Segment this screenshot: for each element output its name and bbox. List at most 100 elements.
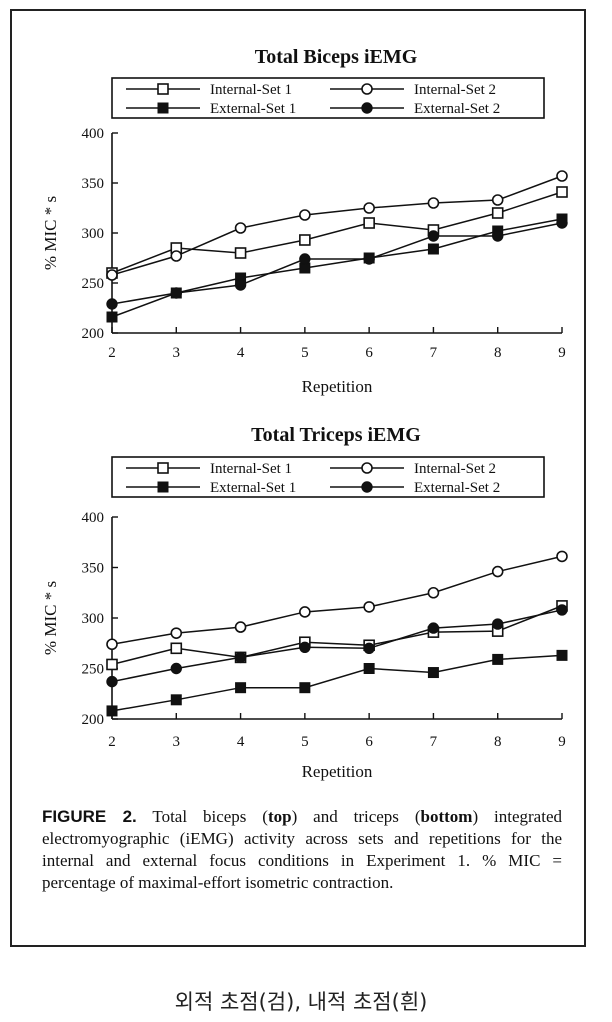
legend-marker-biceps-0 xyxy=(157,83,169,95)
legend-triceps: Internal-Set 1 Internal-Set 2 External-Set… xyxy=(111,456,545,498)
x-tick-label-biceps-5: 5 xyxy=(301,345,309,361)
y-tick-label-biceps-200: 200 xyxy=(82,326,105,342)
point-biceps-1-6 xyxy=(363,202,375,214)
legend-label-biceps-1: Internal-Set 2 xyxy=(414,82,496,98)
point-triceps-1-9 xyxy=(556,550,568,563)
point-triceps-1-3 xyxy=(170,627,183,639)
point-biceps-3-7 xyxy=(427,230,440,242)
point-biceps-2-7 xyxy=(427,243,439,255)
point-triceps-1-5 xyxy=(299,606,311,618)
point-biceps-3-9 xyxy=(556,217,568,229)
chart-title-biceps: Total Biceps iEMG xyxy=(255,46,418,68)
y-tick-label-biceps-350: 350 xyxy=(82,176,105,192)
series-line-triceps-1 xyxy=(111,555,563,645)
legend-biceps: Internal-Set 1 Internal-Set 2 External-Set… xyxy=(111,77,545,119)
series-line-biceps-2 xyxy=(111,218,563,318)
point-triceps-3-6 xyxy=(363,642,375,654)
point-triceps-2-2 xyxy=(106,705,118,717)
legend-marker-biceps-2 xyxy=(157,102,169,114)
legend-label-biceps-0: Internal-Set 1 xyxy=(210,82,292,98)
point-triceps-1-8 xyxy=(491,565,504,578)
footnote-text: 외적 초점(검), 내적 초점(흰) xyxy=(174,990,428,1014)
legend-label-triceps-0: Internal-Set 1 xyxy=(210,461,292,477)
x-tick-label-biceps-2: 2 xyxy=(108,345,116,361)
point-biceps-1-7 xyxy=(427,197,440,209)
point-triceps-1-4 xyxy=(234,621,247,633)
x-tick-label-biceps-3: 3 xyxy=(173,345,181,361)
caption-part-1: top xyxy=(267,807,292,826)
x-tick-label-biceps-8: 8 xyxy=(494,345,502,361)
point-triceps-1-2 xyxy=(106,638,118,651)
legend-box-biceps xyxy=(111,77,545,119)
series-line-biceps-0 xyxy=(111,191,563,274)
point-biceps-1-4 xyxy=(234,222,247,234)
series-line-triceps-3 xyxy=(111,609,563,683)
x-tick-label-triceps-8: 8 xyxy=(494,734,502,750)
y-axis-label-triceps: % MIC * s xyxy=(41,581,60,655)
point-triceps-3-8 xyxy=(492,618,504,630)
point-biceps-0-8 xyxy=(491,207,504,219)
legend-label-biceps-2: External-Set 1 xyxy=(210,101,296,117)
point-triceps-2-9 xyxy=(556,649,568,661)
point-biceps-1-3 xyxy=(170,250,183,262)
x-tick-label-biceps-7: 7 xyxy=(430,345,438,361)
legend-marker-triceps-3 xyxy=(361,481,373,493)
point-biceps-1-9 xyxy=(556,170,568,182)
legend-label-biceps-3: External-Set 2 xyxy=(414,101,500,117)
y-axis-label-biceps: % MIC * s xyxy=(41,196,60,270)
legend-marker-biceps-3 xyxy=(361,102,373,114)
y-tick-label-triceps-300: 300 xyxy=(82,611,105,627)
point-triceps-0-3 xyxy=(170,642,183,655)
point-biceps-0-6 xyxy=(363,217,375,229)
x-axis-label-triceps: Repetition xyxy=(302,762,373,781)
x-tick-label-triceps-7: 7 xyxy=(430,734,438,750)
point-biceps-1-5 xyxy=(299,209,311,221)
point-biceps-3-6 xyxy=(363,253,375,265)
point-triceps-3-4 xyxy=(234,651,247,664)
point-biceps-3-5 xyxy=(299,253,311,265)
point-triceps-2-7 xyxy=(427,667,439,679)
figure-caption: FIGURE 2. Total biceps (top) and triceps… xyxy=(42,806,562,894)
caption-part-0: Total biceps ( xyxy=(136,807,268,826)
x-tick-label-triceps-3: 3 xyxy=(173,734,181,750)
legend-label-triceps-2: External-Set 1 xyxy=(210,480,296,496)
legend-label-triceps-3: External-Set 2 xyxy=(414,480,500,496)
y-tick-label-triceps-400: 400 xyxy=(82,510,105,526)
series-line-triceps-2 xyxy=(111,654,563,712)
point-triceps-3-7 xyxy=(427,622,440,634)
point-biceps-0-4 xyxy=(234,247,247,259)
x-tick-label-biceps-4: 4 xyxy=(237,345,245,361)
chart-title-triceps: Total Triceps iEMG xyxy=(251,424,421,446)
point-biceps-3-2 xyxy=(106,298,118,310)
x-tick-label-biceps-6: 6 xyxy=(365,345,373,361)
y-tick-label-triceps-250: 250 xyxy=(82,662,105,678)
y-tick-label-biceps-300: 300 xyxy=(82,226,105,242)
series-line-biceps-1 xyxy=(111,175,563,276)
point-biceps-2-2 xyxy=(106,311,118,323)
x-tick-label-triceps-2: 2 xyxy=(108,734,116,750)
point-triceps-2-4 xyxy=(235,682,247,694)
legend-label-triceps-1: Internal-Set 2 xyxy=(414,461,496,477)
x-tick-label-triceps-6: 6 xyxy=(365,734,373,750)
legend-box-triceps xyxy=(111,456,545,498)
x-tick-label-triceps-9: 9 xyxy=(558,734,566,750)
series-line-biceps-3 xyxy=(111,222,563,305)
point-biceps-1-2 xyxy=(106,269,118,281)
y-tick-label-triceps-200: 200 xyxy=(82,712,105,728)
legend-marker-triceps-2 xyxy=(157,481,169,493)
series-line-triceps-0 xyxy=(111,605,563,666)
point-triceps-2-3 xyxy=(170,694,182,706)
point-biceps-3-4 xyxy=(234,279,247,291)
legend-marker-biceps-1 xyxy=(361,83,373,95)
point-triceps-2-5 xyxy=(299,682,311,694)
point-triceps-3-2 xyxy=(106,675,118,688)
caption-part-2: ) and triceps ( xyxy=(291,807,421,826)
caption-label: FIGURE 2. xyxy=(42,807,137,826)
caption-text: Total biceps (top) and triceps (bottom) … xyxy=(42,807,562,892)
point-triceps-3-5 xyxy=(299,641,311,653)
x-tick-label-triceps-4: 4 xyxy=(237,734,245,750)
point-biceps-3-8 xyxy=(492,230,504,242)
